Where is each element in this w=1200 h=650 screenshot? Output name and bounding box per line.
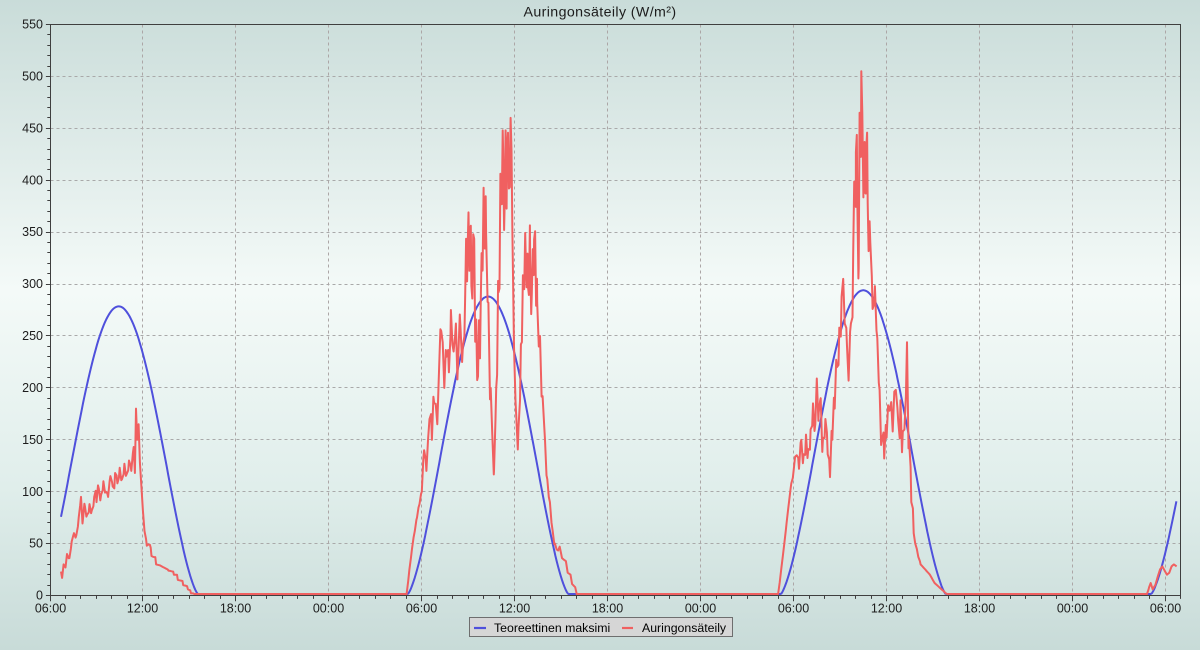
svg-text:550: 550	[22, 18, 43, 32]
svg-text:Auringonsäteily: Auringonsäteily	[642, 621, 727, 635]
svg-text:06:00: 06:00	[406, 602, 437, 616]
svg-text:00:00: 00:00	[1057, 602, 1088, 616]
svg-text:Teoreettinen maksimi: Teoreettinen maksimi	[494, 621, 610, 635]
svg-text:100: 100	[22, 485, 43, 499]
svg-text:18:00: 18:00	[592, 602, 623, 616]
svg-text:18:00: 18:00	[964, 602, 995, 616]
svg-text:500: 500	[22, 70, 43, 84]
svg-text:450: 450	[22, 121, 43, 135]
svg-text:06:00: 06:00	[35, 602, 66, 616]
svg-text:12:00: 12:00	[499, 602, 530, 616]
svg-text:12:00: 12:00	[127, 602, 158, 616]
svg-text:0: 0	[36, 589, 43, 603]
svg-text:06:00: 06:00	[778, 602, 809, 616]
svg-text:50: 50	[29, 537, 43, 551]
svg-text:150: 150	[22, 433, 43, 447]
svg-text:06:00: 06:00	[1150, 602, 1181, 616]
svg-text:350: 350	[22, 225, 43, 239]
svg-text:12:00: 12:00	[871, 602, 902, 616]
svg-text:250: 250	[22, 329, 43, 343]
svg-text:200: 200	[22, 381, 43, 395]
svg-text:00:00: 00:00	[685, 602, 716, 616]
svg-text:400: 400	[22, 173, 43, 187]
svg-text:18:00: 18:00	[220, 602, 251, 616]
svg-text:00:00: 00:00	[313, 602, 344, 616]
svg-text:300: 300	[22, 277, 43, 291]
svg-text:Auringonsäteily (W/m²): Auringonsäteily (W/m²)	[523, 5, 676, 21]
